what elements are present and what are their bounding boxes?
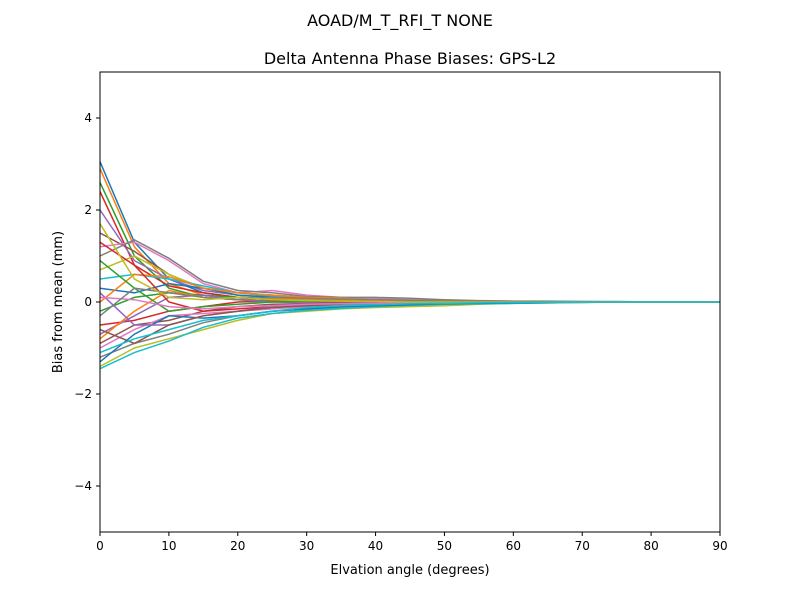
suptitle: AOAD/M_T_RFI_T NONE — [307, 11, 493, 31]
y-tick-label: 0 — [84, 295, 92, 309]
y-axis-label: Bias from mean (mm) — [51, 231, 66, 373]
x-tick-label: 90 — [712, 539, 727, 553]
x-axis-label: Elvation angle (degrees) — [330, 563, 489, 578]
x-tick-label: 70 — [575, 539, 590, 553]
x-tick-label: 60 — [506, 539, 521, 553]
x-tick-label: 50 — [437, 539, 452, 553]
series-line-1 — [99, 161, 720, 303]
series-line-30 — [99, 301, 720, 354]
series-line-2 — [99, 168, 720, 303]
y-tick-label: 2 — [84, 203, 92, 217]
x-tick-label: 40 — [368, 539, 383, 553]
series-line-20 — [99, 301, 720, 370]
series-line-18 — [99, 301, 720, 358]
x-tick-label: 30 — [299, 539, 314, 553]
y-axis: −4 −2 0 2 4 — [74, 111, 100, 493]
y-tick-label: −2 — [74, 387, 92, 401]
series-line-8 — [99, 239, 720, 303]
x-tick-label: 20 — [230, 539, 245, 553]
x-tick-label: 0 — [96, 539, 104, 553]
x-tick-label: 80 — [643, 539, 658, 553]
y-tick-label: 4 — [84, 111, 92, 125]
series-line-7 — [99, 241, 720, 303]
y-tick-label: −4 — [74, 479, 92, 493]
x-tick-label: 10 — [161, 539, 176, 553]
series-lines — [99, 161, 720, 370]
chart-title: Delta Antenna Phase Biases: GPS-L2 — [264, 49, 556, 68]
series-line-19 — [99, 301, 720, 368]
x-axis: 0 10 20 30 40 50 60 70 80 90 — [96, 532, 728, 553]
